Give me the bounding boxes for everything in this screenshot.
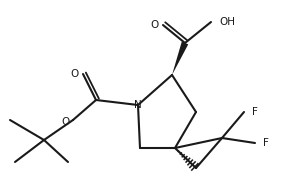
Text: OH: OH [219,17,235,27]
Text: O: O [151,20,159,30]
Text: F: F [263,138,269,148]
Text: O: O [71,69,79,79]
Text: F: F [252,107,258,117]
Polygon shape [172,42,188,75]
Text: O: O [62,117,70,127]
Text: N: N [134,100,142,110]
